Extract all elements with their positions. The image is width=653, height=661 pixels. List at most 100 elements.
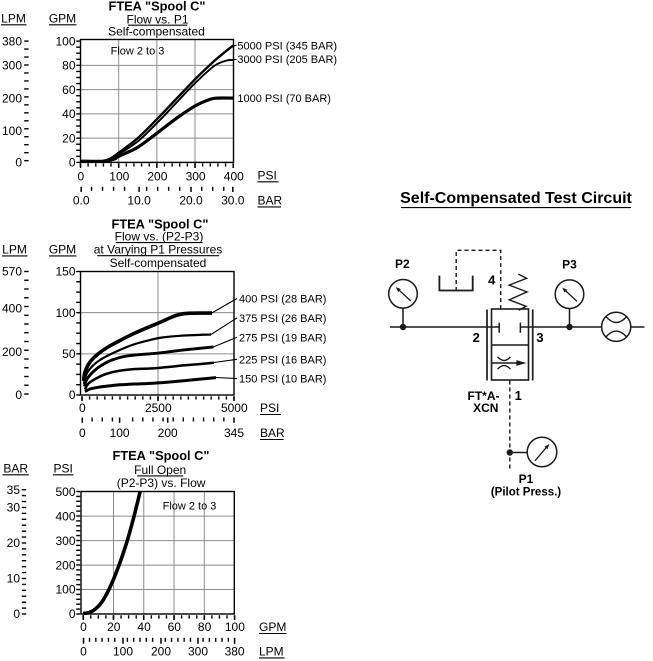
svg-text:300: 300 <box>55 534 75 548</box>
svg-text:380: 380 <box>225 645 245 659</box>
svg-text:150: 150 <box>55 265 75 279</box>
svg-text:40: 40 <box>137 620 151 634</box>
svg-text:20.0: 20.0 <box>179 194 203 208</box>
svg-text:LPM: LPM <box>1 11 26 25</box>
svg-text:Flow 2 to 3: Flow 2 to 3 <box>111 46 165 58</box>
svg-text:Self-Compensated Test Circuit: Self-Compensated Test Circuit <box>400 190 632 207</box>
svg-text:BAR: BAR <box>258 194 283 208</box>
svg-text:0: 0 <box>79 426 86 440</box>
svg-text:3: 3 <box>536 330 543 345</box>
svg-text:30: 30 <box>7 501 21 515</box>
svg-text:80: 80 <box>62 59 76 73</box>
svg-text:GPM: GPM <box>259 620 286 634</box>
svg-text:(Pilot Press.): (Pilot Press.) <box>491 487 561 499</box>
svg-text:200: 200 <box>55 558 75 572</box>
svg-text:100: 100 <box>55 34 75 48</box>
svg-text:Flow 2 to 3: Flow 2 to 3 <box>163 500 217 512</box>
svg-text:1: 1 <box>515 388 522 403</box>
svg-text:2: 2 <box>473 330 480 345</box>
svg-text:300: 300 <box>186 170 206 184</box>
svg-text:275 PSI (19 BAR): 275 PSI (19 BAR) <box>239 332 326 344</box>
svg-text:Flow vs. P1: Flow vs. P1 <box>126 12 188 26</box>
svg-text:400 PSI (28 BAR): 400 PSI (28 BAR) <box>239 294 326 306</box>
svg-text:FTEA "Spool C": FTEA "Spool C" <box>112 216 209 231</box>
svg-text:80: 80 <box>198 620 212 634</box>
svg-text:300: 300 <box>2 59 22 73</box>
svg-text:100: 100 <box>2 124 22 138</box>
svg-text:0: 0 <box>13 607 20 621</box>
svg-text:150 PSI (10 BAR): 150 PSI (10 BAR) <box>239 374 326 386</box>
svg-text:375 PSI (26 BAR): 375 PSI (26 BAR) <box>239 313 326 325</box>
svg-text:GPM: GPM <box>49 11 76 25</box>
svg-text:Self-compensated: Self-compensated <box>110 256 207 270</box>
svg-text:1000 PSI (70 BAR): 1000 PSI (70 BAR) <box>237 93 331 105</box>
svg-text:LPM: LPM <box>2 242 27 256</box>
svg-text:P1: P1 <box>519 472 534 486</box>
svg-text:0: 0 <box>79 401 86 415</box>
svg-text:200: 200 <box>151 645 171 659</box>
svg-text:PSI: PSI <box>54 462 73 476</box>
svg-text:0: 0 <box>15 388 22 402</box>
svg-text:0: 0 <box>69 388 76 402</box>
svg-text:500: 500 <box>55 485 75 499</box>
svg-text:100: 100 <box>55 306 75 320</box>
svg-text:60: 60 <box>62 83 76 97</box>
svg-text:0: 0 <box>69 607 76 621</box>
svg-text:200: 200 <box>158 426 178 440</box>
svg-text:FT*A-: FT*A- <box>468 389 500 403</box>
svg-text:FTEA "Spool C": FTEA "Spool C" <box>113 448 210 463</box>
svg-text:300: 300 <box>188 645 208 659</box>
svg-text:345: 345 <box>224 426 244 440</box>
svg-text:100: 100 <box>109 170 129 184</box>
svg-text:P2: P2 <box>395 257 410 271</box>
svg-text:BAR: BAR <box>260 426 285 440</box>
svg-text:100: 100 <box>225 620 245 634</box>
svg-text:10: 10 <box>7 572 21 586</box>
svg-text:400: 400 <box>55 509 75 523</box>
svg-text:0: 0 <box>69 156 76 170</box>
svg-text:200: 200 <box>2 92 22 106</box>
svg-text:0: 0 <box>80 620 87 634</box>
svg-text:400: 400 <box>224 170 244 184</box>
svg-text:XCN: XCN <box>473 401 498 415</box>
svg-text:0: 0 <box>77 170 84 184</box>
svg-text:Flow vs. (P2-P3): Flow vs. (P2-P3) <box>115 230 204 244</box>
svg-text:40: 40 <box>62 107 76 121</box>
svg-text:3000 PSI (205 BAR): 3000 PSI (205 BAR) <box>237 54 337 66</box>
svg-text:PSI: PSI <box>260 401 279 415</box>
svg-text:0: 0 <box>15 156 22 170</box>
svg-text:200: 200 <box>2 345 22 359</box>
svg-text:200: 200 <box>147 170 167 184</box>
svg-text:5000: 5000 <box>221 401 248 415</box>
svg-text:570: 570 <box>2 265 22 279</box>
svg-text:60: 60 <box>168 620 182 634</box>
svg-text:100: 100 <box>55 583 75 597</box>
svg-text:2500: 2500 <box>145 401 172 415</box>
svg-text:20: 20 <box>107 620 121 634</box>
svg-text:FTEA "Spool C": FTEA "Spool C" <box>109 0 206 13</box>
svg-text:Self-compensated: Self-compensated <box>108 25 205 39</box>
svg-text:5000 PSI (345 BAR): 5000 PSI (345 BAR) <box>237 41 337 53</box>
svg-text:10.0: 10.0 <box>127 194 151 208</box>
svg-text:0: 0 <box>80 645 87 659</box>
svg-text:30.0: 30.0 <box>221 194 245 208</box>
svg-text:225 PSI (16 BAR): 225 PSI (16 BAR) <box>239 354 326 366</box>
svg-text:100: 100 <box>113 645 133 659</box>
svg-text:20: 20 <box>62 131 76 145</box>
svg-text:380: 380 <box>2 34 22 48</box>
svg-text:100: 100 <box>110 426 130 440</box>
svg-text:P3: P3 <box>562 257 577 271</box>
svg-text:(P2-P3) vs. Flow: (P2-P3) vs. Flow <box>117 476 206 490</box>
svg-text:4: 4 <box>488 273 496 288</box>
svg-text:LPM: LPM <box>259 645 284 659</box>
svg-text:GPM: GPM <box>49 242 76 256</box>
svg-text:400: 400 <box>2 302 22 316</box>
svg-text:50: 50 <box>62 347 76 361</box>
svg-text:PSI: PSI <box>258 169 277 183</box>
svg-text:Full Open: Full Open <box>134 463 186 477</box>
svg-text:at Varying P1 Pressures: at Varying P1 Pressures <box>94 243 223 257</box>
svg-text:0.0: 0.0 <box>73 194 90 208</box>
svg-text:20: 20 <box>7 536 21 550</box>
svg-text:35: 35 <box>7 483 21 497</box>
svg-text:BAR: BAR <box>3 462 28 476</box>
